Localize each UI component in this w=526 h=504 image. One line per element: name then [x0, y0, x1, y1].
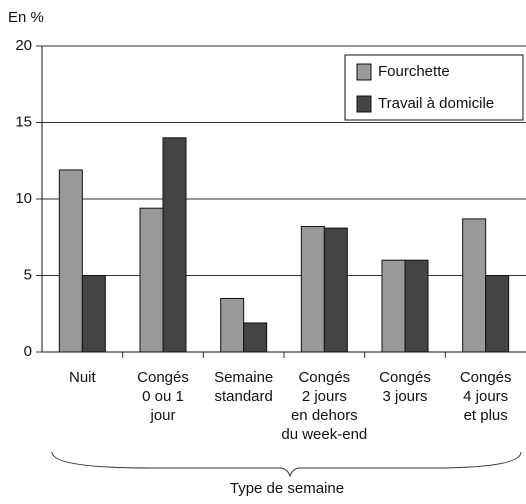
y-tick-label: 0 [24, 343, 32, 360]
bar [162, 137, 187, 353]
y-tick-label: 20 [15, 37, 32, 54]
bar [139, 207, 164, 353]
x-tick-label: Congés 0 ou 1 jour [137, 369, 189, 424]
x-tick-label: Semaine standard [214, 369, 273, 405]
bar [381, 259, 406, 353]
legend-swatch [356, 63, 372, 81]
bar [462, 218, 487, 353]
bar [323, 227, 348, 353]
x-tick-label: Nuit [69, 369, 97, 386]
legend-swatch [356, 95, 372, 113]
bar [58, 169, 83, 353]
y-tick-label: 5 [24, 266, 32, 283]
legend-label: Fourchette [378, 63, 450, 80]
bar [243, 322, 268, 353]
x-tick-label: Congés 4 jours et plus [460, 369, 512, 424]
bar [300, 226, 325, 353]
bar [81, 275, 106, 353]
x-axis-label: Type de semaine [230, 480, 344, 497]
x-tick-label: Congés 3 jours [379, 369, 431, 405]
bar [220, 297, 245, 353]
y-tick-label: 10 [15, 190, 32, 207]
legend-label: Travail à domicile [378, 95, 494, 112]
y-axis-label: En % [8, 9, 44, 26]
bar [404, 259, 429, 353]
x-tick-label: Congés 2 jours en dehors du week-end [281, 369, 367, 443]
legend [344, 54, 524, 121]
bar [485, 275, 510, 353]
brace [51, 451, 522, 478]
y-tick-label: 15 [15, 113, 32, 130]
